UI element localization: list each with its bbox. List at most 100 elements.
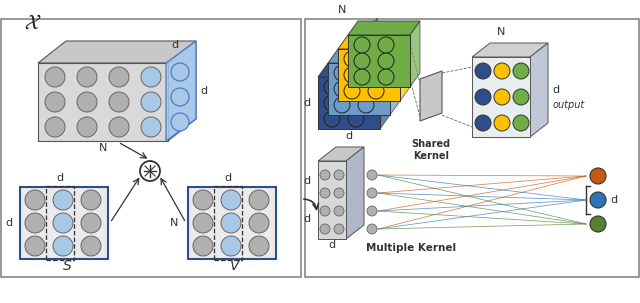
Circle shape bbox=[45, 67, 65, 87]
Bar bbox=[318, 161, 346, 239]
Circle shape bbox=[324, 111, 340, 127]
Circle shape bbox=[494, 115, 510, 131]
Circle shape bbox=[590, 192, 606, 208]
Circle shape bbox=[475, 63, 491, 79]
Circle shape bbox=[513, 63, 529, 79]
Circle shape bbox=[368, 67, 384, 83]
Polygon shape bbox=[38, 41, 196, 63]
Text: d: d bbox=[303, 175, 310, 185]
Text: N: N bbox=[497, 27, 505, 37]
Circle shape bbox=[367, 206, 377, 216]
Text: d: d bbox=[552, 85, 559, 95]
Circle shape bbox=[77, 117, 97, 137]
Circle shape bbox=[193, 236, 213, 256]
Circle shape bbox=[494, 89, 510, 105]
Circle shape bbox=[348, 79, 364, 95]
Bar bbox=[348, 35, 410, 87]
Text: Shared
Kernel: Shared Kernel bbox=[412, 139, 451, 161]
Circle shape bbox=[25, 190, 45, 210]
Circle shape bbox=[475, 115, 491, 131]
Circle shape bbox=[344, 67, 360, 83]
Text: d: d bbox=[303, 98, 310, 108]
Circle shape bbox=[53, 190, 73, 210]
Circle shape bbox=[171, 63, 189, 81]
Circle shape bbox=[334, 97, 350, 113]
Circle shape bbox=[77, 67, 97, 87]
Text: d: d bbox=[200, 86, 207, 96]
Circle shape bbox=[348, 111, 364, 127]
Circle shape bbox=[193, 190, 213, 210]
Circle shape bbox=[171, 88, 189, 106]
Text: d: d bbox=[610, 195, 617, 205]
Circle shape bbox=[378, 53, 394, 69]
Circle shape bbox=[324, 95, 340, 111]
Circle shape bbox=[109, 117, 129, 137]
Circle shape bbox=[334, 206, 344, 216]
Polygon shape bbox=[318, 147, 364, 161]
Circle shape bbox=[354, 69, 370, 85]
Circle shape bbox=[25, 213, 45, 233]
Text: Multiple Kernel: Multiple Kernel bbox=[366, 243, 456, 253]
Circle shape bbox=[221, 213, 241, 233]
Circle shape bbox=[368, 83, 384, 99]
Polygon shape bbox=[530, 43, 548, 137]
Circle shape bbox=[494, 63, 510, 79]
Bar bbox=[188, 187, 276, 259]
Bar bbox=[328, 63, 390, 115]
Circle shape bbox=[249, 236, 269, 256]
Circle shape bbox=[334, 170, 344, 180]
Circle shape bbox=[368, 51, 384, 67]
Circle shape bbox=[249, 190, 269, 210]
Circle shape bbox=[513, 89, 529, 105]
Text: $S$: $S$ bbox=[62, 259, 72, 273]
Text: output: output bbox=[553, 100, 585, 110]
Polygon shape bbox=[400, 35, 410, 101]
Circle shape bbox=[81, 213, 101, 233]
Polygon shape bbox=[166, 41, 196, 141]
Circle shape bbox=[45, 92, 65, 112]
Circle shape bbox=[141, 92, 161, 112]
Circle shape bbox=[354, 53, 370, 69]
Polygon shape bbox=[168, 41, 196, 141]
Circle shape bbox=[324, 79, 340, 95]
Polygon shape bbox=[346, 147, 364, 239]
Bar bbox=[38, 63, 168, 141]
Bar bbox=[472, 57, 530, 137]
Polygon shape bbox=[472, 43, 548, 57]
Polygon shape bbox=[328, 49, 400, 63]
Circle shape bbox=[77, 92, 97, 112]
Circle shape bbox=[358, 65, 374, 81]
Circle shape bbox=[320, 206, 330, 216]
Circle shape bbox=[320, 188, 330, 198]
Circle shape bbox=[249, 213, 269, 233]
Bar bbox=[20, 187, 108, 259]
Circle shape bbox=[221, 236, 241, 256]
Circle shape bbox=[25, 236, 45, 256]
Text: d: d bbox=[328, 240, 335, 250]
Bar bbox=[318, 77, 380, 129]
Circle shape bbox=[81, 236, 101, 256]
Text: d: d bbox=[5, 218, 12, 228]
Circle shape bbox=[513, 115, 529, 131]
Circle shape bbox=[320, 170, 330, 180]
Circle shape bbox=[141, 67, 161, 87]
Circle shape bbox=[334, 188, 344, 198]
Circle shape bbox=[53, 213, 73, 233]
Bar bbox=[214, 186, 242, 260]
Text: $\mathcal{X}$: $\mathcal{X}$ bbox=[24, 13, 42, 33]
Circle shape bbox=[344, 51, 360, 67]
Circle shape bbox=[344, 83, 360, 99]
Polygon shape bbox=[338, 35, 410, 49]
Polygon shape bbox=[380, 63, 390, 129]
FancyArrowPatch shape bbox=[304, 199, 319, 209]
Text: N: N bbox=[170, 218, 178, 228]
Circle shape bbox=[193, 213, 213, 233]
Polygon shape bbox=[318, 63, 390, 77]
Circle shape bbox=[45, 117, 65, 137]
Text: N: N bbox=[99, 143, 107, 153]
Circle shape bbox=[367, 224, 377, 234]
Circle shape bbox=[81, 190, 101, 210]
Circle shape bbox=[221, 190, 241, 210]
Circle shape bbox=[590, 216, 606, 232]
Text: d: d bbox=[171, 40, 178, 50]
